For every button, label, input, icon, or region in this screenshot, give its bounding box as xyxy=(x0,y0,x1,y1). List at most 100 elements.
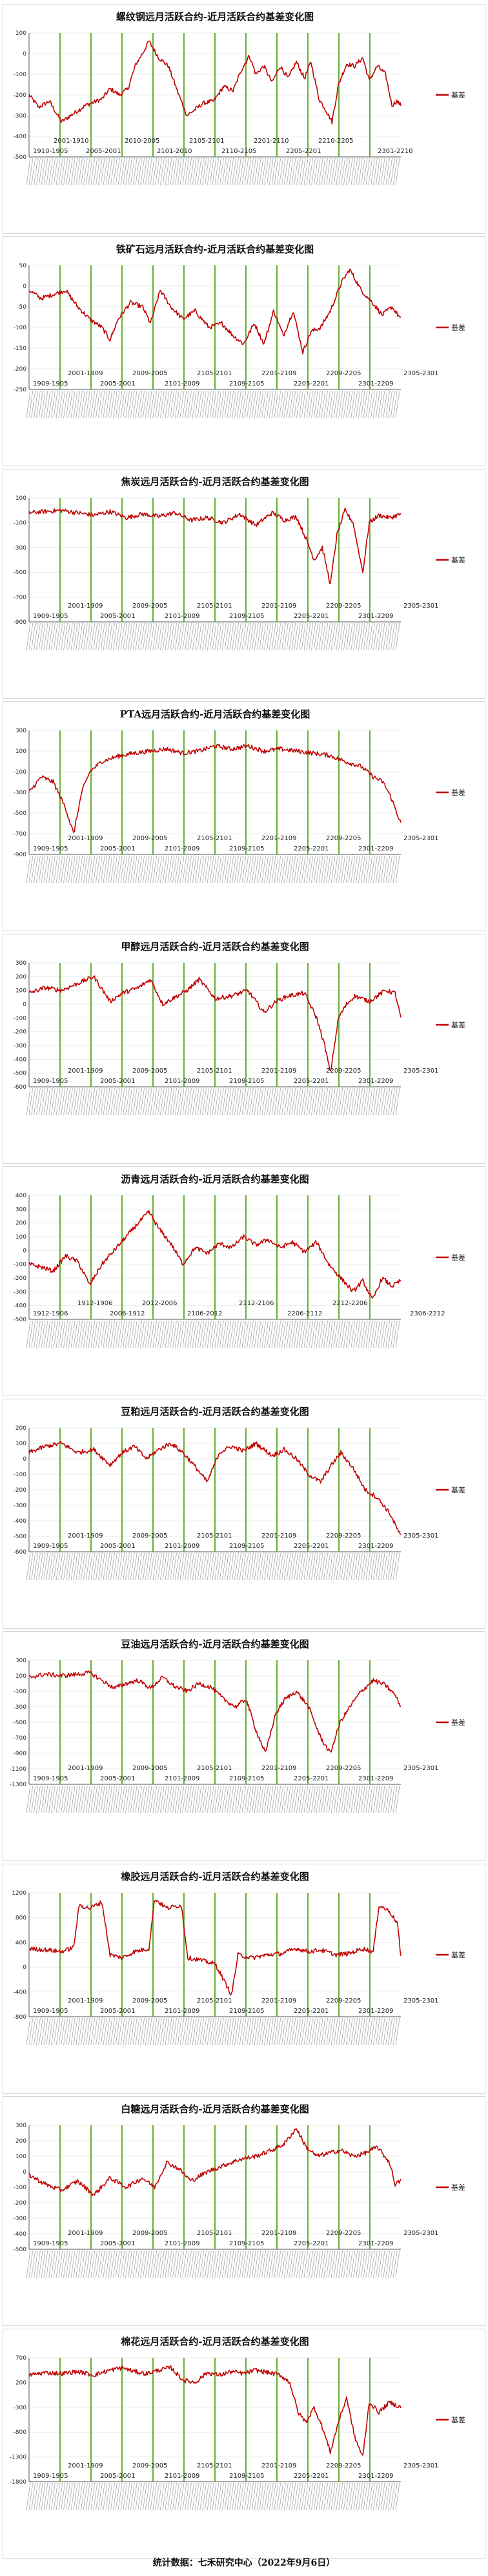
contract-period-label: 2205-2201 xyxy=(294,1543,329,1550)
y-tick-label: -1300 xyxy=(10,1782,26,1788)
x-date-ticks xyxy=(26,2482,400,2511)
contract-period-label: 2109-2105 xyxy=(229,2008,265,2015)
legend-label: 基差 xyxy=(451,1020,465,1029)
contract-period-label: 2001-1909 xyxy=(68,1997,103,2004)
contract-period-label: 2101-2009 xyxy=(165,2473,200,2480)
y-tick-label: -500 xyxy=(14,2247,27,2253)
contract-period-label: 2209-2205 xyxy=(326,1997,361,2004)
y-tick-label: -200 xyxy=(14,366,27,373)
y-tick-label: -500 xyxy=(14,1720,27,1726)
chart-title: PTA远月活跃合约-近月活跃合约基差变化图 xyxy=(120,708,310,720)
chart-svg: 铁矿石远月活跃合约-近月活跃合约基差变化图 50 0 -50 -100 -150 -200 -… xyxy=(14,243,465,418)
y-tick-label: 50 xyxy=(19,263,27,269)
y-tick-label: 400 xyxy=(15,1940,26,1946)
contract-period-label: 2305-2301 xyxy=(403,835,439,842)
legend: 基差 xyxy=(436,323,465,332)
y-tick-label: -1300 xyxy=(10,2455,26,2461)
y-tick-label: -100 xyxy=(14,72,27,78)
y-tick-label: -100 xyxy=(14,769,27,776)
y-tick-label: -400 xyxy=(14,2231,27,2238)
legend-label: 基差 xyxy=(451,1253,465,1262)
legend: 基差 xyxy=(436,1718,465,1727)
series-line-basis xyxy=(28,268,402,355)
y-tick-label: -800 xyxy=(14,2014,27,2021)
contract-period-label: 2009-2005 xyxy=(132,1067,168,1075)
y-tick-label: 0 xyxy=(23,2169,26,2176)
contract-period-label: 2105-2101 xyxy=(197,1067,232,1075)
legend-label: 基差 xyxy=(451,1718,465,1727)
contract-period-label: 2001-1910 xyxy=(54,138,89,145)
chart-svg: 橡胶远月活跃合约-近月活跃合约基差变化图 1200 800 400 0 -400 -800 1… xyxy=(12,1871,465,2046)
chart-svg: 螺纹钢远月活跃合约-近月活跃合约基差变化图 100 0 -100 -200 -300 -40… xyxy=(14,11,465,186)
contract-period-label: 1909-1905 xyxy=(33,2473,68,2480)
contract-period-label: 2105-2101 xyxy=(197,2230,232,2237)
contract-period-label: 2201-2110 xyxy=(254,138,289,145)
contract-period-label: 2205-2201 xyxy=(294,1775,329,1782)
contract-period-label: 2305-2301 xyxy=(403,2230,439,2237)
legend-label: 基差 xyxy=(451,2415,465,2424)
contract-period-label: 2305-2301 xyxy=(403,603,439,610)
y-tick-label: 0 xyxy=(23,1456,26,1463)
contract-period-label: 2301-2209 xyxy=(358,613,394,620)
contract-period-label: 2201-2109 xyxy=(261,1765,297,1772)
contract-period-label: 2105-2101 xyxy=(197,1532,232,1540)
contract-period-label: 2109-2105 xyxy=(229,613,265,620)
contract-period-label: 2005-2001 xyxy=(100,1543,136,1550)
legend-label: 基差 xyxy=(451,1485,465,1494)
contract-period-label: 2105-2101 xyxy=(197,603,232,610)
contract-period-label: 2301-2209 xyxy=(358,380,394,387)
y-tick-label: -100 xyxy=(14,325,27,331)
chart-panel-1: 铁矿石远月活跃合约-近月活跃合约基差变化图 50 0 -50 -100 -150 -200 -… xyxy=(3,236,485,466)
contract-period-label: 1909-1905 xyxy=(33,613,68,620)
contract-period-label: 2005-2001 xyxy=(100,845,136,852)
contract-period-label: 2009-2005 xyxy=(132,603,168,610)
contract-period-label: 1909-1905 xyxy=(33,2240,68,2247)
y-tick-label: 200 xyxy=(15,1425,26,1432)
series-line-basis xyxy=(28,743,402,833)
legend: 基差 xyxy=(436,788,465,797)
chart-title: 棉花远月活跃合约-近月活跃合约基差变化图 xyxy=(121,2336,309,2347)
contract-period-label: 2101-2009 xyxy=(165,380,200,387)
legend: 基差 xyxy=(436,90,465,99)
y-tick-label: -300 xyxy=(14,790,27,796)
y-tick-label: 100 xyxy=(15,495,26,502)
legend-label: 基差 xyxy=(451,2183,465,2192)
chart-panel-9: 白糖远月活跃合约-近月活跃合约基差变化图 300 200 100 0 -100 -200 -3… xyxy=(3,2096,485,2326)
y-tick-label: 300 xyxy=(15,1658,26,1664)
x-date-ticks xyxy=(26,855,400,883)
y-tick-label: 400 xyxy=(15,1193,26,1199)
y-tick-label: -100 xyxy=(14,1689,27,1695)
legend: 基差 xyxy=(436,1253,465,1262)
contract-period-label: 2109-2105 xyxy=(229,1543,265,1550)
contract-period-label: 2301-2210 xyxy=(378,148,413,155)
series-line-basis xyxy=(28,975,402,1072)
contract-period-label: 1909-1905 xyxy=(33,1543,68,1550)
contract-period-label: 1909-1905 xyxy=(33,380,68,387)
contract-period-label: 2005-2001 xyxy=(86,148,121,155)
contract-period-label: 2201-2109 xyxy=(261,1532,297,1540)
contract-period-label: 2105-2101 xyxy=(197,835,232,842)
contract-period-label: 2001-1909 xyxy=(68,1765,103,1772)
contract-period-label: 2201-2109 xyxy=(261,835,297,842)
contract-period-label: 2009-2005 xyxy=(132,2462,168,2469)
contract-period-label: 2305-2301 xyxy=(403,1067,439,1075)
contract-period-label: 2205-2201 xyxy=(294,380,329,387)
contract-period-label: 2001-1909 xyxy=(68,603,103,610)
contract-period-label: 2005-2001 xyxy=(100,380,136,387)
legend-label: 基差 xyxy=(451,323,465,332)
legend-label: 基差 xyxy=(451,1950,465,1959)
contract-period-label: 2106-2012 xyxy=(187,1310,223,1317)
contract-period-label: 2009-2005 xyxy=(132,1532,168,1540)
y-tick-label: -300 xyxy=(14,1503,27,1509)
y-tick-label: 0 xyxy=(23,1248,26,1254)
contract-period-label: 2005-2001 xyxy=(100,2008,136,2015)
contract-period-label: 1909-1905 xyxy=(33,845,68,852)
contract-period-label: 2101-2009 xyxy=(165,2240,200,2247)
chart-panel-3: PTA远月活跃合约-近月活跃合约基差变化图 300 100 -100 -300 -500 -… xyxy=(3,701,485,931)
y-tick-label: -150 xyxy=(14,345,27,352)
contract-period-label: 2205-2201 xyxy=(294,613,329,620)
chart-panel-0: 螺纹钢远月活跃合约-近月活跃合约基差变化图 100 0 -100 -200 -300 -40… xyxy=(3,4,485,234)
y-tick-label: 100 xyxy=(15,748,26,755)
y-tick-label: 200 xyxy=(15,1221,26,1227)
contract-period-label: 2110-2105 xyxy=(221,148,257,155)
